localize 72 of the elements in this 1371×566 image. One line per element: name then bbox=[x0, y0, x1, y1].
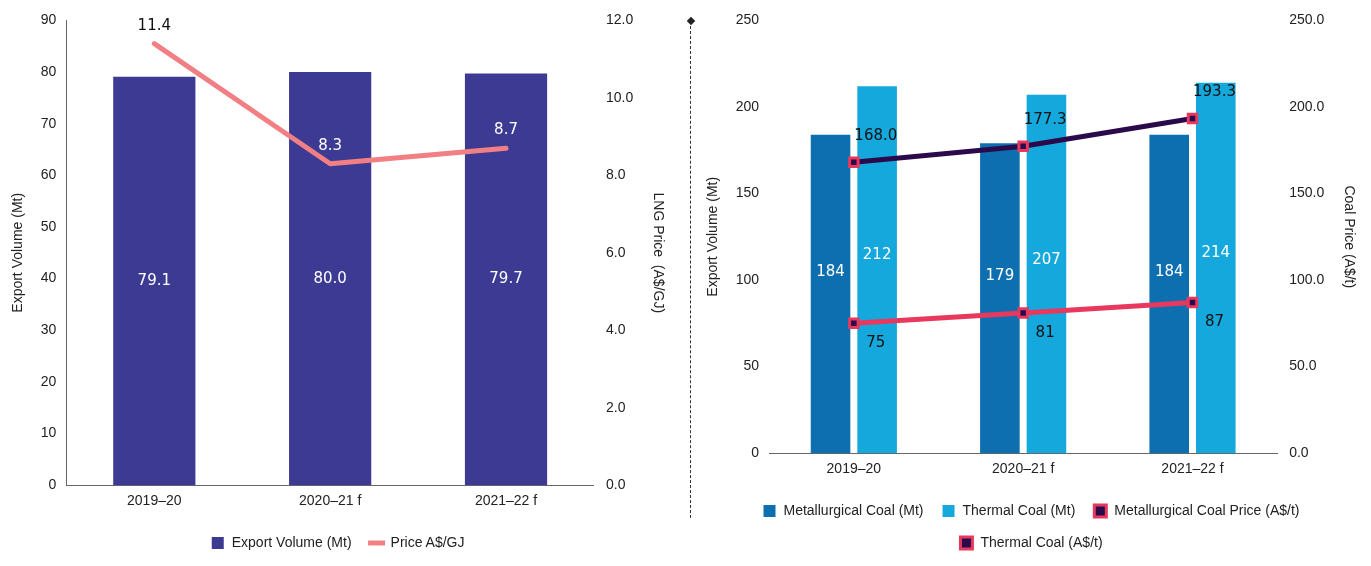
x-tick-label: 2019–20 bbox=[127, 492, 182, 509]
point bbox=[1186, 296, 1199, 309]
y2-tick-label: 200.0 bbox=[1289, 97, 1325, 114]
legend-label: Thermal Coal (A$/t) bbox=[980, 533, 1103, 550]
y-tick-label: 70 bbox=[40, 114, 57, 131]
data-label: 79.1 bbox=[137, 270, 172, 289]
y2-tick-label: 0.0 bbox=[1289, 444, 1309, 461]
data-label: 11.4 bbox=[137, 15, 172, 34]
y-tick-label: 50 bbox=[743, 357, 760, 374]
data-label: 212 bbox=[862, 244, 892, 263]
y-axis-title: Export Volume (Mt) bbox=[704, 176, 721, 297]
data-label: 79.7 bbox=[489, 269, 523, 288]
data-label: 8.3 bbox=[318, 135, 343, 154]
y2-tick-label: 250.0 bbox=[1289, 11, 1325, 28]
bar bbox=[857, 86, 897, 454]
y-tick-label: 30 bbox=[40, 321, 57, 338]
legend-label: Thermal Coal (Mt) bbox=[962, 501, 1076, 518]
data-label: 87 bbox=[1204, 312, 1225, 331]
y2-tick-label: 8.0 bbox=[605, 166, 626, 183]
x-tick-label: 2019–20 bbox=[826, 460, 882, 477]
y-tick-label: 50 bbox=[40, 217, 57, 234]
y-tick-label: 200 bbox=[735, 97, 760, 114]
data-label: 80.0 bbox=[313, 268, 347, 287]
data-label: 184 bbox=[816, 261, 845, 280]
point bbox=[1017, 140, 1029, 152]
legend-label: Metallurgical Coal (Mt) bbox=[783, 501, 924, 518]
point bbox=[1186, 112, 1199, 125]
point bbox=[1017, 307, 1029, 319]
data-label: 75 bbox=[866, 333, 886, 352]
y-tick-label: 100 bbox=[735, 270, 760, 287]
y-tick-label: 0 bbox=[751, 444, 760, 461]
bar bbox=[1195, 82, 1236, 454]
bar bbox=[1026, 94, 1067, 454]
y-tick-label: 0 bbox=[48, 476, 57, 493]
x-tick-label: 2020–21 f bbox=[992, 460, 1055, 477]
bar bbox=[980, 143, 1020, 454]
data-label: 8.7 bbox=[494, 120, 518, 139]
point bbox=[848, 317, 860, 330]
data-label: 214 bbox=[1201, 243, 1231, 262]
bar bbox=[810, 134, 851, 454]
y2-tick-label: 2.0 bbox=[605, 398, 626, 415]
point bbox=[848, 156, 860, 169]
legend-label: Export Volume (Mt) bbox=[231, 533, 352, 550]
y-tick-label: 250 bbox=[735, 11, 760, 28]
y2-tick-label: 4.0 bbox=[605, 321, 626, 338]
y-axis-title: Export Volume (Mt) bbox=[9, 192, 26, 313]
y2-tick-label: 100.0 bbox=[1289, 270, 1325, 287]
y2-tick-label: 150.0 bbox=[1289, 184, 1325, 201]
y-tick-label: 60 bbox=[40, 166, 57, 183]
y-tick-label: 90 bbox=[40, 11, 57, 28]
legend-label: Price A$/GJ bbox=[390, 533, 465, 550]
data-label: 184 bbox=[1154, 261, 1184, 280]
y2-tick-label: 10.0 bbox=[605, 88, 634, 105]
y-tick-label: 80 bbox=[40, 62, 57, 79]
x-tick-label: 2021–22 f bbox=[474, 492, 538, 509]
y-tick-label: 10 bbox=[40, 424, 57, 441]
y2-tick-label: 12.0 bbox=[605, 11, 634, 28]
y-tick-label: 20 bbox=[40, 372, 57, 389]
y2-tick-label: 50.0 bbox=[1289, 357, 1317, 374]
y2-axis-title: Coal Price (A$/t) bbox=[1341, 185, 1358, 289]
y2-axis-title: LNG Price (A$/GJ) bbox=[650, 192, 667, 314]
data-label: 179 bbox=[985, 266, 1015, 285]
x-tick-label: 2020–21 f bbox=[299, 492, 362, 509]
legend-label: Metallurgical Coal Price (A$/t) bbox=[1114, 501, 1300, 518]
bar bbox=[1149, 134, 1190, 454]
y-tick-label: 40 bbox=[40, 269, 57, 286]
y2-tick-label: 0.0 bbox=[605, 476, 626, 493]
data-label: 207 bbox=[1032, 249, 1061, 268]
y2-tick-label: 6.0 bbox=[605, 243, 626, 260]
y-tick-label: 150 bbox=[735, 184, 760, 201]
x-tick-label: 2021–22 f bbox=[1161, 460, 1224, 477]
data-label: 81 bbox=[1035, 322, 1055, 341]
